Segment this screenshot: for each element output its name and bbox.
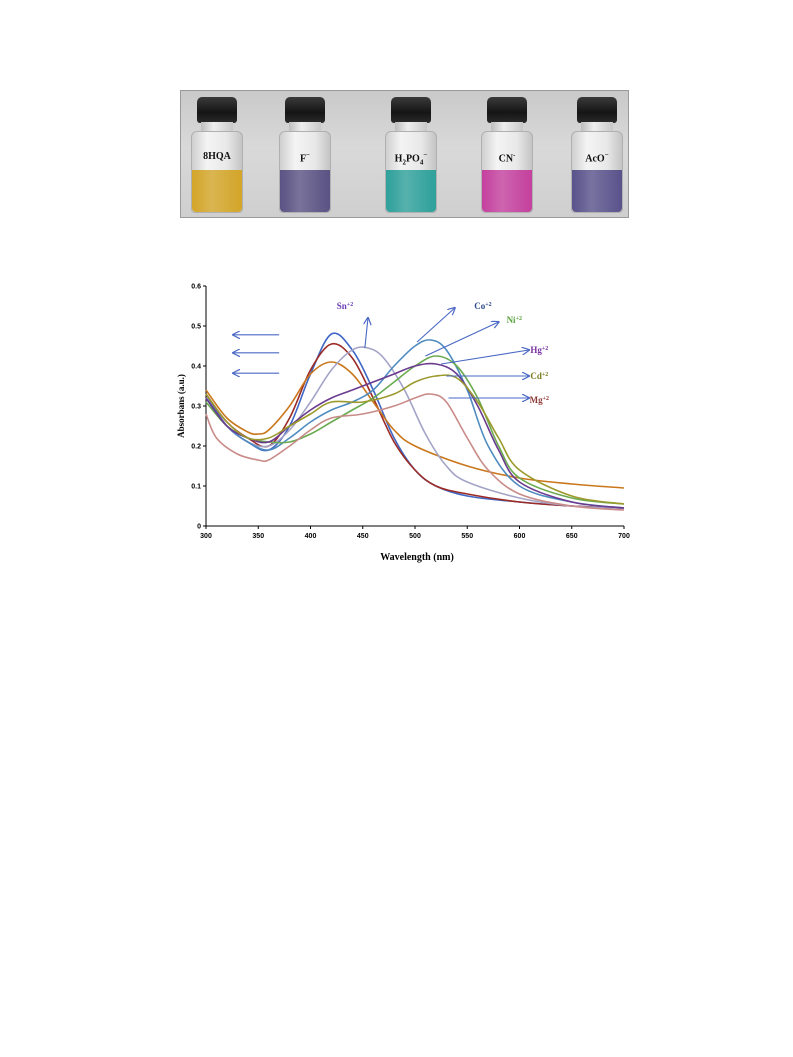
annotation-label-text: Mg	[530, 395, 543, 405]
annotation-label-sup: +2	[543, 396, 549, 402]
vial-2: F−	[277, 97, 333, 215]
vial-label-part: CN	[498, 153, 514, 165]
vial-liquid	[482, 170, 532, 212]
vial-label-part: 4	[419, 158, 424, 167]
x-tick-label: 450	[357, 533, 369, 540]
vial-glass	[571, 131, 623, 213]
annotation-label: Sn+2	[337, 301, 353, 311]
x-tick-label: 700	[618, 533, 630, 540]
series-line-ca2	[205, 342, 625, 509]
annotation-label-sup: +2	[347, 302, 353, 308]
annotation-label-text: Cd	[530, 371, 542, 381]
annotation-label: Co+2	[474, 301, 491, 311]
series-line-sn2	[205, 346, 625, 509]
series-line-8hqa	[205, 332, 625, 509]
vial-cap	[391, 97, 431, 123]
x-tick-label: 500	[409, 533, 421, 540]
vial-label-part: −	[604, 151, 609, 159]
vial-label-part: F	[299, 153, 307, 165]
x-tick-label: 300	[200, 533, 212, 540]
x-tick-label: 600	[514, 533, 526, 540]
y-axis-label: Absorbans (a.u.)	[176, 374, 186, 438]
vial-5: AcO−	[569, 97, 625, 215]
vial-label: F−	[267, 151, 343, 164]
vial-label-part: 2	[402, 158, 406, 167]
vial-label-part: H	[394, 153, 403, 165]
series-line-mg2	[205, 393, 625, 511]
vial-liquid	[280, 170, 330, 212]
annotation-label-text: Hg	[530, 345, 542, 355]
y-tick-label: 0.4	[191, 364, 201, 371]
vial-glass	[279, 131, 331, 213]
vial-cap	[197, 97, 237, 123]
x-tick-label: 350	[252, 533, 264, 540]
annotation-label-sup: +2	[542, 346, 548, 352]
chart-annotations: 8HQACa+2Cu+2Sn+2Co+2Ni+2Hg+2Cd+2Mg+2	[170, 301, 549, 405]
vial-neck	[491, 122, 523, 132]
vial-cap	[285, 97, 325, 123]
vial-cap	[487, 97, 527, 123]
annotation-label-text: Co	[474, 301, 485, 311]
annotation-arrow	[416, 308, 455, 343]
annotation-label-sup: +2	[485, 302, 491, 308]
absorbance-chart: 300 350 400 450 500 550 600 650 700 0 0.1 0.2 0.3 0.4…	[170, 284, 630, 564]
vial-label-part: 8HQA	[203, 151, 231, 162]
vial-label-part: −	[306, 151, 311, 159]
annotation-label-sup: +2	[542, 372, 548, 378]
chart-series	[205, 332, 625, 511]
annotation-label: Mg+2	[530, 395, 549, 405]
vial-3: H2PO4−	[383, 97, 439, 215]
vial-1: 8HQA	[189, 97, 245, 215]
annotation-arrow	[441, 350, 529, 365]
vial-neck	[395, 122, 427, 132]
y-tick-label: 0.2	[191, 444, 201, 451]
vial-label-part: −	[423, 151, 428, 159]
vial-neck	[289, 122, 321, 132]
annotation-label: Cd+2	[530, 371, 548, 381]
series-line-cd2	[205, 374, 625, 505]
vial-4: CN-	[479, 97, 535, 215]
vial-neck	[581, 122, 613, 132]
vial-label-part: -	[513, 151, 516, 159]
x-tick-label: 400	[305, 533, 317, 540]
vial-label: CN-	[469, 151, 545, 164]
vial-liquid	[572, 170, 622, 212]
vial-label: AcO−	[559, 151, 628, 165]
annotation-label-text: Sn	[337, 301, 347, 311]
series-line-hg2	[205, 362, 625, 509]
vial-label: H2PO4−	[373, 151, 449, 166]
y-tick-label: 0.3	[191, 404, 201, 411]
chart-axes: 300 350 400 450 500 550 600 650 700 0 0.1 0.2 0.3 0.4…	[191, 284, 630, 541]
annotation-arrow	[425, 322, 498, 357]
annotation-label: Hg+2	[530, 345, 548, 355]
x-axis-label: Wavelength (nm)	[380, 552, 454, 563]
vial-glass	[481, 131, 533, 213]
annotation-arrow	[365, 318, 368, 349]
vial-label-part: AcO	[585, 153, 605, 165]
annotation-label: Ni+2	[507, 315, 522, 325]
vial-label: 8HQA	[181, 151, 255, 162]
vials-photo: 8HQA F− H2PO4− CN- AcO−	[180, 90, 629, 218]
annotation-label-text: Ni	[507, 315, 516, 325]
vial-liquid	[192, 170, 242, 212]
vial-cap	[577, 97, 617, 123]
y-tick-label: 0.6	[191, 284, 201, 291]
series-line-cu2	[205, 361, 625, 489]
annotation-label-sup: +2	[516, 316, 522, 322]
y-tick-label: 0.5	[191, 324, 201, 331]
x-tick-label: 550	[461, 533, 473, 540]
vial-label-part: PO	[405, 153, 420, 165]
y-tick-label: 0.1	[191, 484, 201, 491]
vial-glass	[385, 131, 437, 213]
vial-liquid	[386, 170, 436, 212]
x-tick-label: 650	[566, 533, 578, 540]
vial-glass	[191, 131, 243, 213]
vial-neck	[201, 122, 233, 132]
y-tick-label: 0	[197, 524, 201, 531]
